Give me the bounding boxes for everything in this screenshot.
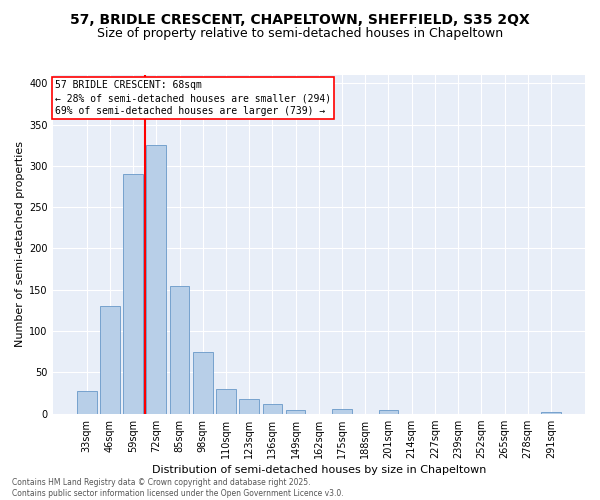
Bar [170, 286, 190, 414]
Y-axis label: Number of semi-detached properties: Number of semi-detached properties [15, 142, 25, 348]
Bar [239, 399, 259, 413]
Text: 57, BRIDLE CRESCENT, CHAPELTOWN, SHEFFIELD, S35 2QX: 57, BRIDLE CRESCENT, CHAPELTOWN, SHEFFIE… [70, 12, 530, 26]
X-axis label: Distribution of semi-detached houses by size in Chapeltown: Distribution of semi-detached houses by … [152, 465, 486, 475]
Bar [263, 404, 282, 413]
Bar [286, 410, 305, 414]
Text: 57 BRIDLE CRESCENT: 68sqm
← 28% of semi-detached houses are smaller (294)
69% of: 57 BRIDLE CRESCENT: 68sqm ← 28% of semi-… [55, 80, 331, 116]
Bar [379, 410, 398, 414]
Bar [123, 174, 143, 414]
Bar [100, 306, 120, 414]
Bar [77, 390, 97, 413]
Bar [146, 145, 166, 413]
Text: Size of property relative to semi-detached houses in Chapeltown: Size of property relative to semi-detach… [97, 28, 503, 40]
Bar [332, 408, 352, 414]
Bar [193, 352, 212, 414]
Text: Contains HM Land Registry data © Crown copyright and database right 2025.
Contai: Contains HM Land Registry data © Crown c… [12, 478, 344, 498]
Bar [216, 389, 236, 413]
Bar [541, 412, 561, 414]
